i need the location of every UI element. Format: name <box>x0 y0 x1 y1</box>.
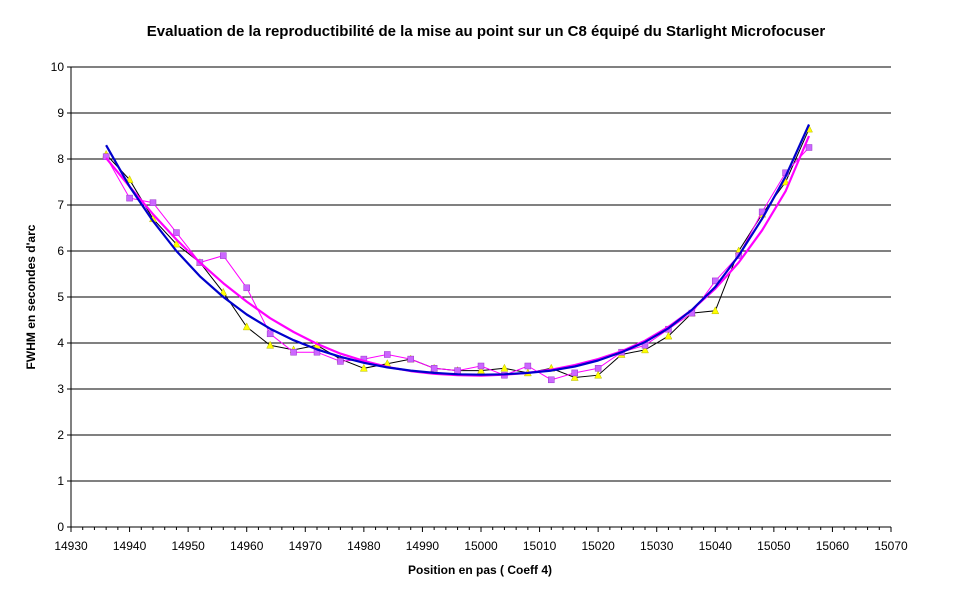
x-tick-label: 15010 <box>523 539 557 553</box>
data-point-square <box>149 199 157 206</box>
y-tick-label: 10 <box>51 60 65 74</box>
x-axis-title: Position en pas ( Coeff 4) <box>408 563 552 577</box>
data-point-triangle <box>125 175 134 183</box>
data-point-triangle <box>594 370 603 379</box>
x-tick-label: 14980 <box>347 539 381 553</box>
data-point-triangle <box>242 322 251 331</box>
data-point-triangle <box>664 331 673 340</box>
y-tick-label: 8 <box>57 152 64 166</box>
data-point-square <box>454 367 461 374</box>
data-point-square <box>384 351 391 358</box>
y-tick-label: 2 <box>57 428 64 442</box>
data-point-square <box>243 284 250 292</box>
gridlines <box>71 66 891 482</box>
data-point-square <box>571 369 578 377</box>
y-tick-label: 4 <box>57 336 64 350</box>
x-tick-label: 15060 <box>816 539 850 553</box>
x-tick-label: 14990 <box>406 539 440 553</box>
plot-series <box>102 124 813 384</box>
series-3 <box>105 124 811 376</box>
y-tick-label: 9 <box>57 106 64 120</box>
data-point-square <box>712 277 719 285</box>
data-point-square <box>126 194 133 202</box>
y-tick-label: 5 <box>57 290 64 304</box>
x-tick-label: 14970 <box>289 539 323 553</box>
data-point-square <box>430 365 438 372</box>
data-point-triangle <box>172 239 181 248</box>
data-point-triangle <box>359 363 368 372</box>
y-tick-label: 6 <box>57 244 64 258</box>
y-axis-title: FWHM en secondes d'arc <box>24 224 38 369</box>
axes: 0 1 2 3 4 5 6 7 8 9 10 14930 14940 14950 14960 14970 149… <box>51 60 908 553</box>
trendline-3 <box>105 124 811 376</box>
y-tick-label: 3 <box>57 382 64 396</box>
data-point-triangle <box>570 372 579 381</box>
data-point-square <box>524 362 532 370</box>
x-tick-label: 14960 <box>230 539 264 553</box>
series-2 <box>102 144 813 384</box>
data-point-triangle <box>711 306 720 315</box>
x-tick-label: 15050 <box>757 539 791 553</box>
y-tick-label: 0 <box>57 520 64 534</box>
x-tick-label: 14950 <box>171 539 205 553</box>
data-point-square <box>548 376 555 384</box>
data-point-triangle <box>219 287 228 296</box>
x-tick-label: 14930 <box>54 539 88 553</box>
data-point-square <box>407 355 414 363</box>
x-tick-label: 15070 <box>874 539 908 553</box>
data-point-square <box>477 362 485 370</box>
x-tick-label: 14940 <box>113 539 147 553</box>
data-point-square <box>290 348 297 356</box>
chart-title: Evaluation de la reproductibilité de la … <box>147 23 826 40</box>
x-tick-label: 15040 <box>699 539 733 553</box>
data-point-square <box>337 358 344 365</box>
x-tick-label: 15020 <box>581 539 615 553</box>
data-point-square <box>220 252 227 259</box>
y-tick-label: 1 <box>57 474 64 488</box>
data-point-square <box>173 229 180 236</box>
data-point-triangle <box>266 340 275 349</box>
data-point-square <box>266 330 274 338</box>
x-tick-label: 15030 <box>640 539 674 553</box>
y-tick-label: 7 <box>57 198 64 212</box>
data-point-square <box>805 144 813 151</box>
data-point-triangle <box>641 345 649 354</box>
data-point-triangle <box>500 363 509 372</box>
data-point-square <box>594 365 602 372</box>
x-tick-label: 15000 <box>464 539 498 553</box>
